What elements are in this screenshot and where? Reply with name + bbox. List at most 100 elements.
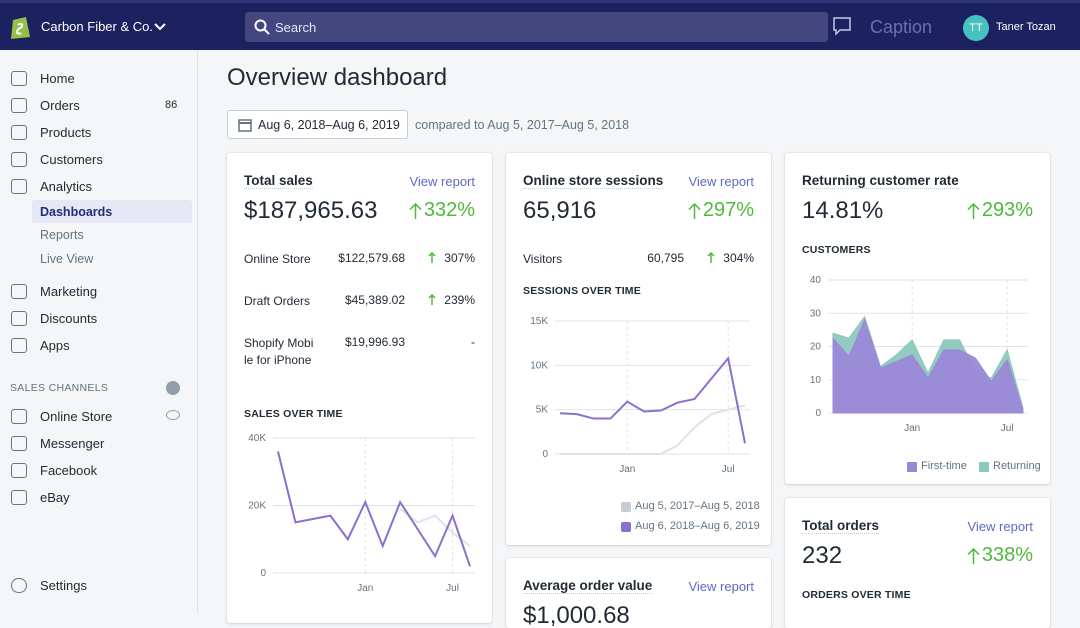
row-label: Visitors: [523, 252, 563, 266]
nav-item[interactable]: Analytics: [40, 179, 93, 194]
line: [277, 451, 471, 567]
breakdown-row: Shopify Mobile for iPhone $19,996.93 -: [244, 335, 475, 375]
nav-icon: [11, 436, 27, 451]
y-tick-label: 20: [810, 342, 822, 353]
x-tick-label: Jan: [619, 464, 635, 475]
search-box[interactable]: Search: [245, 12, 828, 42]
nav-item[interactable]: Marketing: [40, 284, 98, 299]
arrow-shape: [409, 203, 422, 219]
y-tick-label: 0: [260, 568, 266, 579]
row-amount: $45,389.02: [344, 293, 405, 307]
chart-title: SESSIONS OVER TIME: [523, 285, 641, 297]
nav-item[interactable]: Products: [40, 125, 92, 140]
breakdown-row: Draft Orders $45,389.02 239%: [244, 293, 475, 333]
up-arrow: [967, 548, 980, 564]
nav-item[interactable]: Customers: [40, 152, 103, 167]
card-change: 332%: [423, 199, 475, 221]
search-icon: [254, 19, 270, 35]
nav-item[interactable]: Online Store: [40, 409, 113, 424]
nav-icon: [11, 463, 27, 478]
nav-item[interactable]: Reports: [40, 228, 84, 242]
nav-icon: [11, 284, 27, 299]
card-title: Total orders: [802, 518, 880, 534]
view-report[interactable]: View report: [688, 174, 754, 189]
search-placeholder: Search: [275, 20, 317, 35]
y-tick-label: 40K: [248, 433, 266, 444]
legend-swatch: [979, 462, 989, 472]
nav-icon: [11, 578, 27, 593]
y-tick-label: 40: [810, 275, 822, 286]
row-amount: 60,795: [647, 251, 684, 265]
view-report[interactable]: View report: [688, 579, 754, 594]
card-change: 293%: [981, 199, 1033, 221]
line: [559, 355, 746, 444]
nav-icon: [11, 490, 27, 505]
nav-item[interactable]: Dashboards: [40, 205, 113, 219]
nav-item[interactable]: Discounts: [40, 311, 98, 326]
breakdown-row: Online Store $122,579.68 307%: [244, 251, 475, 291]
view-report[interactable]: View report: [967, 519, 1033, 534]
chart-title: SALES OVER TIME: [244, 408, 343, 420]
card-change: 297%: [702, 199, 754, 221]
section-title: SALES CHANNELS: [10, 382, 109, 394]
up-arrow: [688, 203, 701, 219]
card-title: Returning customer rate: [802, 173, 959, 189]
row-change: -: [471, 335, 475, 349]
card: Average order value View report $1,000.68: [506, 558, 771, 628]
nav-item[interactable]: eBay: [40, 490, 70, 505]
nav-item[interactable]: Orders: [40, 98, 80, 113]
card-value: $187,965.63: [244, 197, 378, 224]
legend-label: Aug 5, 2017–Aug 5, 2018: [635, 500, 760, 512]
row-label: Online Store: [244, 252, 311, 266]
nav-item[interactable]: Apps: [40, 338, 70, 353]
store-name[interactable]: Carbon Fiber & Co.: [41, 19, 153, 34]
nav-item[interactable]: Live View: [40, 252, 94, 266]
nav-icon: [11, 338, 27, 353]
x-tick-label: Jan: [904, 423, 920, 434]
row-change: 307%: [444, 251, 475, 265]
up-arrow: [967, 203, 980, 219]
add-channel[interactable]: [166, 381, 180, 395]
y-tick-label: 15K: [530, 316, 548, 327]
nav-item[interactable]: Facebook: [40, 463, 98, 478]
y-tick-label: 20K: [248, 501, 266, 512]
row-amount: $122,579.68: [338, 251, 405, 265]
arrow-shape: [967, 203, 980, 219]
card: Returning customer rate 14.81% 293% CUSTOME…: [785, 153, 1050, 484]
card-change: 338%: [981, 544, 1033, 566]
chart: 0 20K 40K Jan Jul: [248, 433, 475, 594]
date-picker[interactable]: Aug 6, 2018–Aug 6, 2019: [227, 110, 408, 139]
card-value: 14.81%: [802, 197, 884, 224]
line: [399, 508, 471, 547]
up-arrow: [409, 203, 422, 219]
view-report[interactable]: View report: [409, 174, 475, 189]
user-name[interactable]: Taner Tozan: [996, 21, 1056, 33]
nav-icon: [11, 311, 27, 326]
legend-swatch: [621, 502, 631, 512]
nav-item[interactable]: Messenger: [40, 436, 105, 451]
x-tick-label: Jul: [1001, 423, 1014, 434]
y-tick-label: 30: [810, 308, 822, 319]
nav-item[interactable]: Home: [40, 71, 75, 86]
y-tick-label: 10K: [530, 360, 548, 371]
chart-title: CUSTOMERS: [802, 244, 871, 256]
row-change: 304%: [723, 251, 754, 265]
calendar-icon: [238, 119, 252, 132]
nav-highlight: [32, 200, 192, 223]
avatar[interactable]: TT: [963, 15, 989, 41]
chart: 0 10 20 30 40 Jan Jul: [810, 275, 1028, 434]
y-tick-label: 10: [810, 375, 822, 386]
nav-icon: [11, 71, 27, 86]
legend-label: First-time: [921, 460, 967, 472]
legend-swatch: [907, 462, 917, 472]
card-value: 65,916: [523, 197, 597, 224]
card: Total orders View report 232 338% ORDERS OVE…: [785, 498, 1050, 628]
line: [560, 404, 746, 455]
row-amount: $19,996.93: [344, 335, 405, 349]
arrow-shape: [967, 548, 980, 564]
up-arrow: [428, 294, 436, 305]
chat-icon[interactable]: [832, 16, 852, 36]
arrow-shape: [428, 252, 436, 263]
nav-item[interactable]: Settings: [40, 578, 87, 593]
nav-icon: [11, 179, 27, 194]
